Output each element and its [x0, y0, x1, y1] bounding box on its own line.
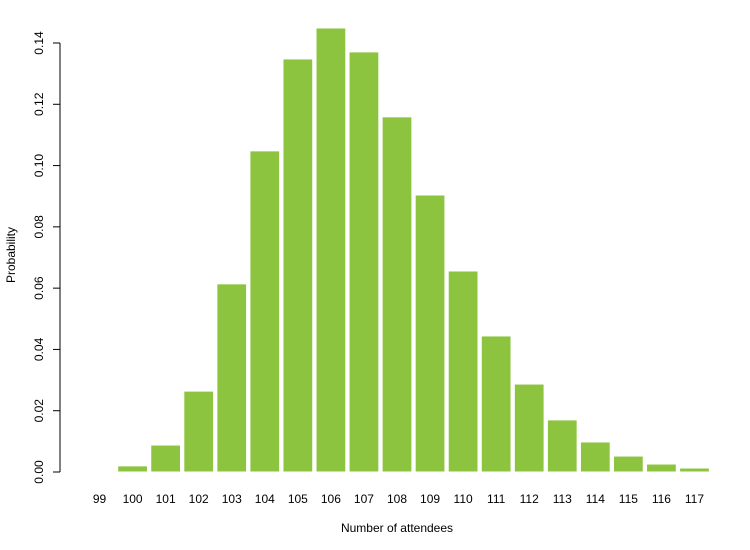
y-tick-label: 0.04	[32, 337, 46, 361]
bar	[249, 150, 281, 473]
x-tick-label: 115	[619, 492, 638, 506]
x-tick-label: 114	[586, 492, 605, 506]
y-tick-label: 0.02	[32, 399, 46, 423]
x-tick-label: 107	[354, 492, 374, 506]
y-tick-label: 0.12	[32, 92, 46, 116]
y-tick-label: 0.14	[32, 31, 46, 55]
bar	[183, 390, 215, 473]
x-tick-label: 111	[487, 492, 506, 506]
x-tick-label: 102	[189, 492, 209, 506]
bar	[117, 465, 148, 473]
x-tick-label: 103	[222, 492, 242, 506]
y-tick-label: 0.10	[32, 154, 46, 178]
x-tick-label: 105	[288, 492, 308, 506]
bar	[579, 441, 611, 473]
bar	[513, 383, 545, 473]
x-tick-label: 106	[321, 492, 341, 506]
bar	[612, 455, 644, 473]
bar	[679, 467, 710, 473]
bar	[546, 419, 578, 473]
bar	[348, 51, 380, 473]
x-tick-label: 112	[520, 492, 539, 506]
x-tick-label: 100	[123, 492, 143, 506]
bar	[646, 463, 677, 473]
y-axis-label: Probability	[4, 227, 18, 283]
y-tick-label: 0.00	[32, 460, 46, 484]
x-tick-label: 108	[387, 492, 407, 506]
x-tick-label: 104	[255, 492, 275, 506]
x-tick-label: 110	[454, 492, 473, 506]
bar	[414, 194, 446, 473]
bar	[447, 270, 479, 473]
x-axis-label: Number of attendees	[341, 521, 453, 535]
x-tick-label: 116	[652, 492, 671, 506]
bar	[381, 116, 413, 473]
y-tick-label: 0.08	[32, 215, 46, 239]
x-tick-label: 113	[553, 492, 572, 506]
bar	[216, 283, 248, 473]
x-tick-label: 109	[420, 492, 440, 506]
bar	[150, 444, 182, 473]
y-tick-label: 0.06	[32, 276, 46, 300]
bar	[315, 27, 347, 473]
bar	[84, 470, 115, 473]
bar	[282, 58, 314, 473]
x-tick-label: 117	[685, 492, 704, 506]
x-tick-label: 99	[93, 492, 107, 506]
bar	[480, 335, 512, 473]
x-tick-label: 101	[156, 492, 176, 506]
